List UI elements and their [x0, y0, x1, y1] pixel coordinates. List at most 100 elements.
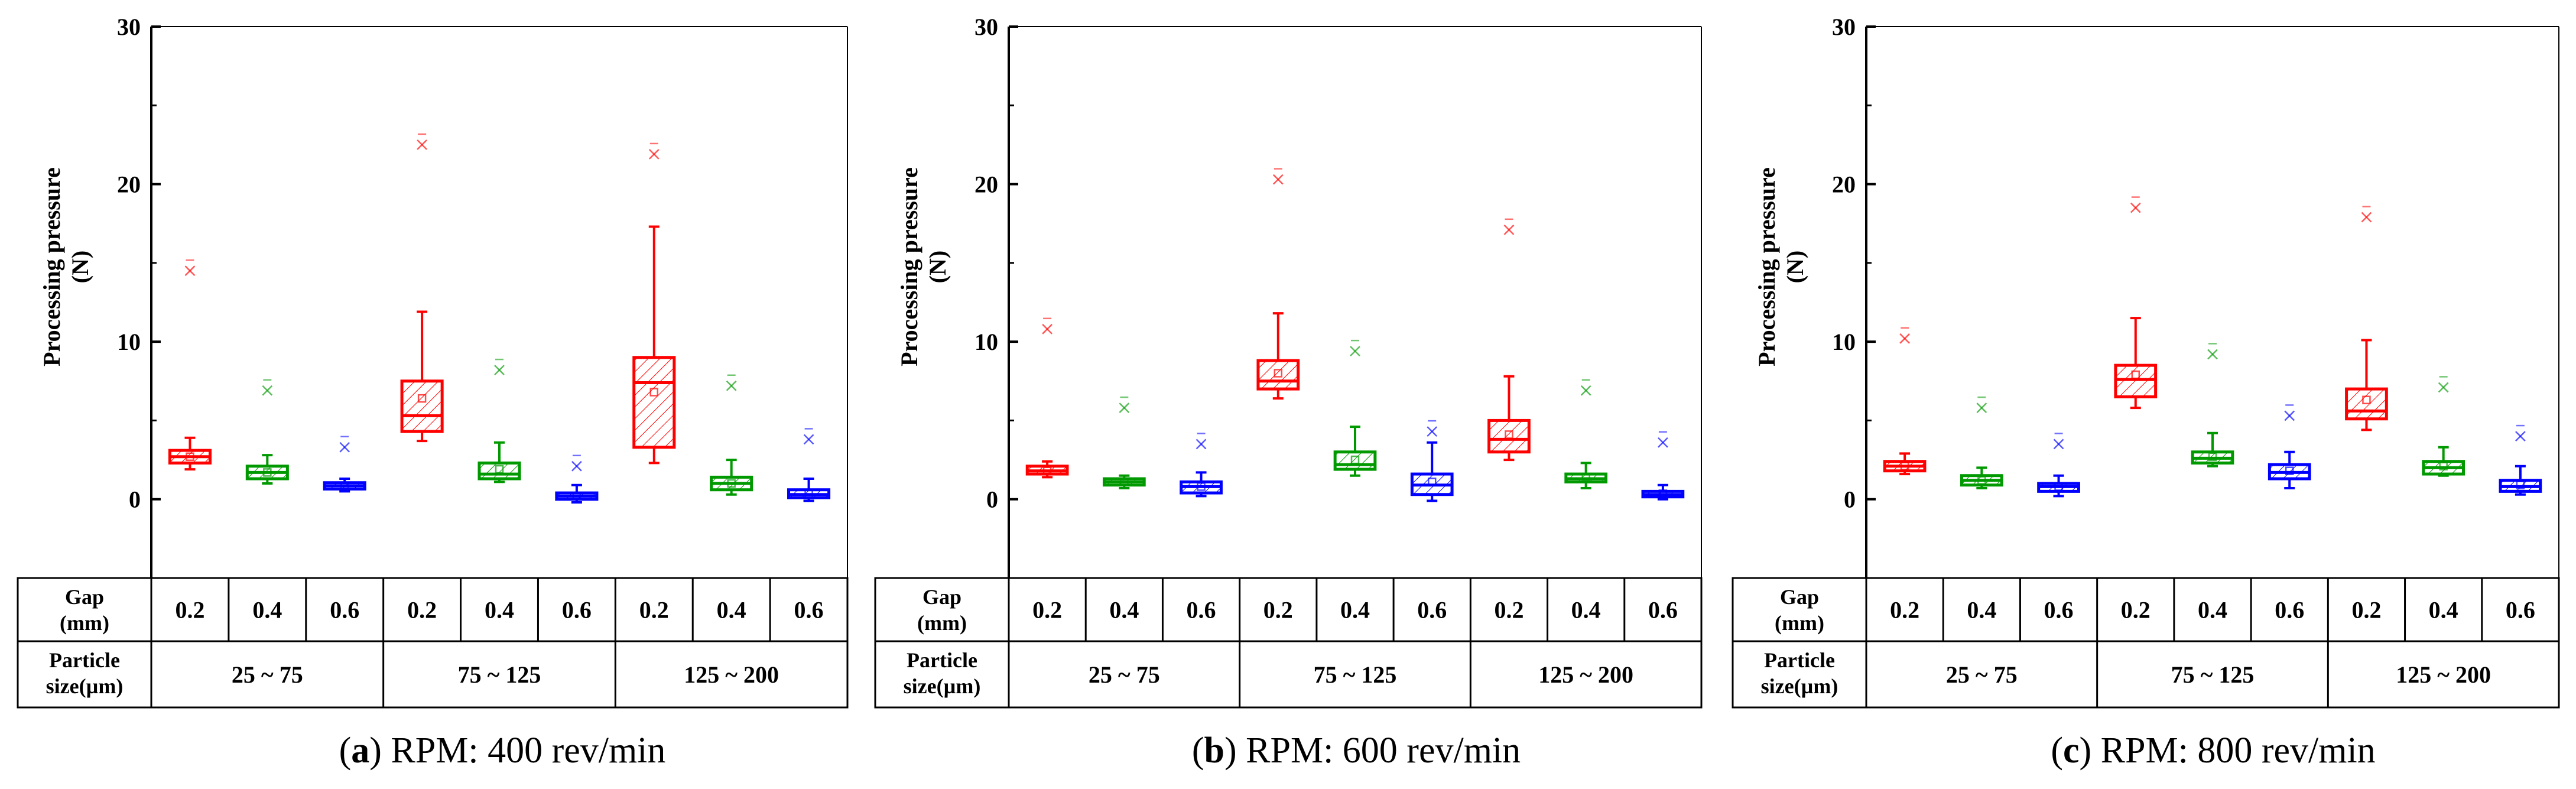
caption-letter: c — [2063, 730, 2080, 771]
box-4 — [2114, 196, 2158, 410]
box-5 — [477, 358, 521, 483]
table-gap-value: 0.4 — [1967, 597, 1996, 624]
table-border — [17, 577, 849, 709]
outlier-marker — [184, 265, 196, 277]
table-gap-value: 0.6 — [1648, 597, 1678, 624]
outlier-marker — [1658, 437, 1668, 448]
mean-marker — [1427, 478, 1437, 486]
box-7 — [632, 142, 676, 465]
box-8 — [1564, 379, 1608, 490]
y-tick-label: 0 — [129, 486, 141, 513]
table-gap-value: 0.4 — [485, 597, 514, 624]
outlier-marker — [2438, 382, 2449, 393]
y-axis-title: Processing pressure(N) — [1753, 167, 1808, 366]
table-particle-unit: size(µm) — [904, 674, 981, 698]
table-particle-header: Particle — [907, 648, 977, 672]
panel-caption: (b) RPM: 600 rev/min — [1192, 730, 1521, 771]
box-iqr — [400, 379, 444, 433]
outlier-marker — [2361, 212, 2372, 223]
table-gap-value: 0.6 — [2044, 597, 2074, 624]
box-4 — [400, 133, 444, 443]
outlier-marker — [417, 139, 427, 150]
mean-marker — [572, 492, 582, 501]
table-gap-value: 0.4 — [1571, 597, 1601, 624]
box-1 — [168, 259, 212, 471]
table-gap-value: 0.2 — [639, 597, 669, 624]
table-particle-unit: size(µm) — [1761, 674, 1838, 698]
table-size-value: 75 ~ 125 — [1314, 661, 1397, 688]
table-border — [874, 577, 1703, 709]
y-tick-label: 20 — [117, 171, 141, 198]
y-axis-title: Processing pressure(N) — [38, 167, 93, 366]
box-2 — [1102, 396, 1146, 490]
mean-marker — [495, 465, 504, 474]
table-gap-unit: (mm) — [1775, 611, 1824, 635]
table-particle-header: Particle — [1764, 648, 1835, 672]
table-gap-header: Gap — [65, 585, 104, 609]
box-8 — [710, 374, 753, 496]
mean-marker — [1658, 489, 1668, 498]
panel-caption: (a) RPM: 400 rev/min — [339, 730, 666, 771]
box-4 — [1256, 168, 1300, 400]
panel-caption: (c) RPM: 800 rev/min — [2051, 730, 2375, 771]
table-gap-unit: (mm) — [60, 611, 109, 635]
table-size-value: 125 ~ 200 — [1538, 661, 1633, 688]
table-gap-value: 0.4 — [2429, 597, 2458, 624]
box-6 — [1410, 420, 1454, 502]
table-gap-value: 0.6 — [330, 597, 359, 624]
table-particle-unit: size(µm) — [46, 674, 124, 698]
mean-marker — [1581, 473, 1590, 482]
mean-marker — [2285, 466, 2294, 475]
mean-marker — [2439, 462, 2448, 470]
mean-marker — [1505, 430, 1513, 439]
y-axis-title-line2: (N) — [1782, 251, 1808, 284]
panel-c: 0 10 20 30 Processing pressure(N) Gap(mm) Part… — [1732, 14, 2560, 771]
caption-text: ) RPM: 600 rev/min — [1224, 730, 1521, 771]
y-tick-label: 30 — [974, 14, 998, 40]
y-tick-label: 30 — [117, 14, 141, 40]
table-gap-value: 0.2 — [1263, 597, 1293, 624]
box-9 — [787, 428, 831, 502]
caption-letter: b — [1204, 730, 1224, 771]
box-9 — [1641, 431, 1685, 501]
box-6 — [555, 454, 599, 504]
outlier-marker — [1899, 333, 1910, 344]
panel-b: 0 10 20 30 Processing pressure(N) Gap(mm) Part… — [874, 14, 1703, 771]
outlier-marker — [803, 434, 814, 445]
table-gap-header: Gap — [922, 585, 961, 609]
caption-open-paren: ( — [339, 730, 352, 771]
caption-open-paren: ( — [1192, 730, 1204, 771]
outlier-marker — [1350, 346, 1360, 357]
y-tick-label: 10 — [1832, 329, 1856, 355]
mean-marker — [649, 388, 659, 397]
box-iqr — [1256, 359, 1300, 391]
table-gap-value: 0.4 — [1340, 597, 1370, 624]
mean-marker — [417, 394, 427, 403]
box-7 — [1487, 218, 1531, 462]
table-gap-value: 0.4 — [1109, 597, 1139, 624]
box-iqr — [1487, 418, 1531, 454]
y-axis-title: Processing pressure(N) — [896, 167, 951, 366]
mean-marker — [1120, 478, 1129, 486]
y-axis-title-line2: (N) — [67, 251, 93, 284]
table-gap-value: 0.2 — [2121, 597, 2151, 624]
outlier-marker — [1427, 426, 1438, 437]
y-tick-label: 0 — [1844, 486, 1856, 513]
y-tick-label: 30 — [1832, 14, 1856, 40]
box-1 — [1883, 327, 1927, 476]
box-1 — [1025, 317, 1069, 479]
table-gap-value: 0.2 — [407, 597, 437, 624]
table-gap-value: 0.6 — [1187, 597, 1216, 624]
outlier-marker — [1119, 402, 1130, 413]
mean-marker — [186, 452, 194, 461]
mean-marker — [1197, 482, 1206, 491]
mean-marker — [2131, 370, 2140, 379]
outlier-marker — [1580, 385, 1591, 396]
box-2 — [1960, 396, 2003, 490]
outlier-marker — [262, 385, 273, 396]
box-3 — [323, 436, 366, 493]
panel-a: 0 10 20 30 Processing pressure(N) Gap(mm) Part… — [17, 14, 849, 771]
table-size-value: 75 ~ 125 — [2171, 661, 2255, 688]
mean-marker — [727, 479, 736, 488]
